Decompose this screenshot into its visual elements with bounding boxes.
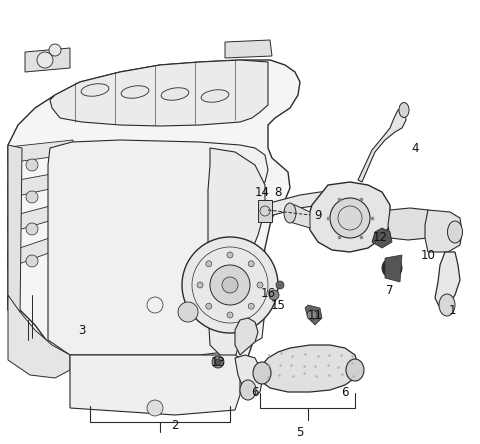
Ellipse shape [399, 103, 409, 118]
Text: 9: 9 [314, 209, 322, 222]
Text: 14: 14 [254, 186, 269, 198]
Polygon shape [435, 252, 460, 308]
Text: 1: 1 [448, 304, 456, 317]
Polygon shape [70, 355, 240, 415]
Polygon shape [8, 295, 70, 378]
Circle shape [257, 282, 263, 288]
Ellipse shape [121, 86, 149, 98]
Text: 2: 2 [171, 419, 179, 432]
Circle shape [248, 303, 254, 309]
Polygon shape [8, 230, 73, 268]
Circle shape [382, 258, 402, 278]
Polygon shape [388, 208, 430, 240]
Circle shape [26, 159, 38, 171]
Polygon shape [260, 345, 358, 392]
Circle shape [206, 261, 212, 267]
Polygon shape [235, 318, 258, 355]
Text: 8: 8 [274, 186, 282, 198]
Polygon shape [235, 355, 262, 395]
Ellipse shape [240, 380, 256, 400]
Circle shape [26, 191, 38, 203]
Text: 13: 13 [211, 356, 226, 369]
Polygon shape [50, 60, 268, 126]
Text: 11: 11 [308, 309, 323, 321]
Circle shape [26, 255, 38, 267]
Circle shape [178, 302, 198, 322]
Ellipse shape [284, 203, 296, 223]
Text: 6: 6 [341, 385, 349, 399]
Circle shape [248, 261, 254, 267]
Text: 5: 5 [296, 425, 304, 439]
Polygon shape [358, 108, 406, 182]
Polygon shape [258, 200, 272, 222]
Circle shape [210, 265, 250, 305]
Circle shape [227, 252, 233, 258]
Polygon shape [8, 60, 300, 408]
Text: 15: 15 [271, 298, 286, 312]
Text: 7: 7 [386, 284, 394, 297]
Ellipse shape [439, 294, 455, 316]
Polygon shape [308, 182, 390, 252]
Circle shape [222, 277, 238, 293]
Ellipse shape [346, 359, 364, 381]
Circle shape [227, 312, 233, 318]
Ellipse shape [81, 84, 109, 96]
Polygon shape [8, 140, 73, 163]
Ellipse shape [253, 362, 271, 384]
Text: 16: 16 [261, 286, 276, 300]
Circle shape [37, 52, 53, 68]
Circle shape [276, 281, 284, 289]
Polygon shape [290, 205, 310, 228]
Circle shape [212, 356, 224, 368]
Circle shape [182, 237, 278, 333]
Circle shape [147, 400, 163, 416]
Ellipse shape [201, 90, 229, 102]
Polygon shape [262, 188, 355, 218]
Circle shape [49, 44, 61, 56]
Circle shape [386, 262, 398, 274]
Circle shape [330, 198, 370, 238]
Polygon shape [48, 140, 268, 355]
Text: 12: 12 [372, 230, 387, 243]
Circle shape [206, 303, 212, 309]
Text: 10: 10 [420, 249, 435, 262]
Circle shape [197, 282, 203, 288]
Polygon shape [25, 48, 70, 72]
Polygon shape [425, 210, 462, 252]
Ellipse shape [161, 88, 189, 100]
Polygon shape [372, 228, 392, 248]
Text: 3: 3 [78, 324, 86, 337]
Circle shape [269, 290, 279, 300]
Polygon shape [8, 200, 73, 233]
Ellipse shape [447, 221, 463, 243]
Polygon shape [305, 305, 322, 325]
Circle shape [26, 223, 38, 235]
Polygon shape [385, 255, 402, 282]
Text: 4: 4 [411, 142, 419, 155]
Polygon shape [8, 145, 22, 318]
Polygon shape [8, 170, 73, 198]
Polygon shape [225, 40, 272, 58]
Circle shape [307, 310, 317, 320]
Circle shape [215, 359, 221, 365]
Text: 6: 6 [251, 385, 259, 399]
Polygon shape [208, 148, 265, 358]
